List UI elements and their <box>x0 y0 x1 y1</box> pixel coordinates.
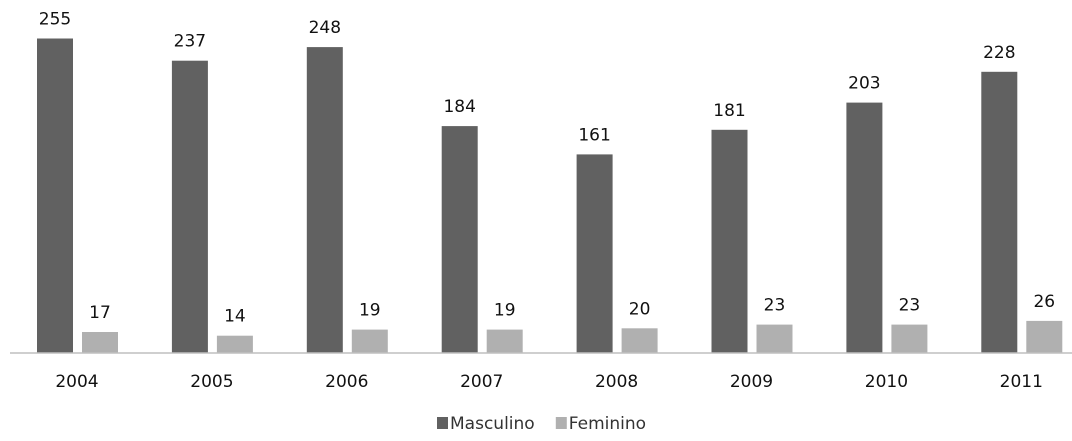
data-label-masculino-2010: 203 <box>848 74 880 94</box>
bar-feminino-2004 <box>82 332 118 353</box>
bar-masculino-2009 <box>711 129 748 353</box>
data-label-feminino-2009: 23 <box>764 296 786 316</box>
data-label-feminino-2004: 17 <box>89 303 111 323</box>
x-tick-label-2009: 2009 <box>730 372 773 392</box>
bar-feminino-2007 <box>486 329 523 353</box>
data-label-masculino-2004: 255 <box>39 10 71 30</box>
bar-masculino-2011 <box>981 71 1018 354</box>
data-label-feminino-2007: 19 <box>494 301 516 321</box>
data-label-feminino-2011: 26 <box>1033 292 1055 312</box>
bar-feminino-2009 <box>756 324 793 353</box>
bar-feminino-2008 <box>621 328 658 353</box>
data-label-feminino-2008: 20 <box>629 299 651 319</box>
x-tick-label-2005: 2005 <box>190 372 233 392</box>
data-label-masculino-2006: 248 <box>309 18 341 38</box>
bars-layer <box>37 38 1063 354</box>
bar-masculino-2008 <box>576 154 613 353</box>
data-label-feminino-2005: 14 <box>224 307 246 327</box>
x-tick-label-2010: 2010 <box>865 372 908 392</box>
x-tick-label-2006: 2006 <box>325 372 368 392</box>
bar-feminino-2011 <box>1026 320 1063 353</box>
data-label-masculino-2009: 181 <box>713 101 745 121</box>
data-label-feminino-2006: 19 <box>359 301 381 321</box>
data-label-masculino-2005: 237 <box>174 32 206 52</box>
legend-label-masculino: Masculino <box>450 414 535 434</box>
x-tick-label-2008: 2008 <box>595 372 638 392</box>
data-label-masculino-2011: 228 <box>983 43 1015 63</box>
legend: Masculino Feminino <box>437 414 646 434</box>
bar-masculino-2005 <box>171 60 208 353</box>
bar-masculino-2006 <box>306 47 343 353</box>
bar-masculino-2007 <box>441 126 478 353</box>
x-tick-label-2007: 2007 <box>460 372 503 392</box>
x-tick-labels: 2004 2005 2006 2007 2008 2009 2010 2011 <box>55 372 1043 392</box>
x-tick-label-2004: 2004 <box>55 372 98 392</box>
legend-swatch-feminino <box>555 417 567 429</box>
bar-feminino-2006 <box>351 329 388 353</box>
legend-swatch-masculino <box>437 417 448 429</box>
data-label-masculino-2007: 184 <box>443 97 475 117</box>
x-tick-label-2011: 2011 <box>1000 372 1043 392</box>
data-label-feminino-2010: 23 <box>899 296 921 316</box>
bar-feminino-2005 <box>216 335 253 353</box>
data-label-masculino-2008: 161 <box>578 125 610 145</box>
bar-masculino-2004 <box>37 38 73 353</box>
legend-label-feminino: Feminino <box>569 414 646 434</box>
bar-masculino-2010 <box>846 102 883 353</box>
data-labels-layer: 255 17 237 14 248 19 184 19 161 20 181 23 203 23 228 26 <box>39 10 1055 327</box>
bar-feminino-2010 <box>891 324 928 353</box>
